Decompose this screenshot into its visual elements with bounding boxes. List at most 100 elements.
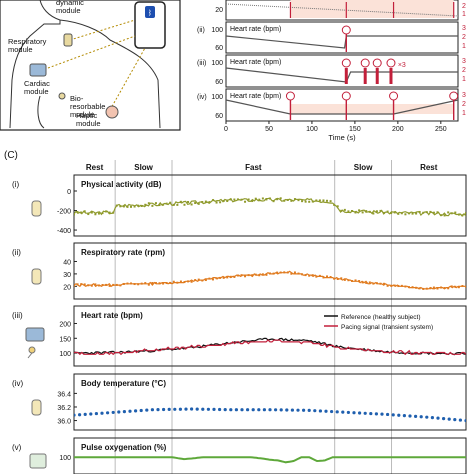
series-marker-0 (397, 212, 400, 215)
row-iii-alert-icon-1 (360, 58, 370, 68)
top-row-label-1: Heart rate (bpm) (230, 59, 281, 66)
dynamic-module-label: dynamic module (56, 0, 84, 15)
series-marker-0 (229, 198, 232, 201)
series-marker-0 (269, 197, 271, 200)
series-marker-1 (443, 287, 446, 290)
series-marker-0 (343, 208, 346, 211)
row-iii-spike-0 (344, 68, 348, 84)
temperature-point (447, 417, 451, 421)
row-iii-spike-1 (363, 68, 367, 84)
series-marker-1 (76, 283, 79, 286)
series-marker-1 (404, 285, 407, 288)
row-i-baseline (225, 3, 459, 17)
ytick-label-0-2: -400 (57, 228, 71, 235)
series-marker-0 (176, 203, 179, 206)
bioresorbable-module-label: Bio-resorbable module (70, 94, 105, 119)
panel-c-chart-2: (iii) Heart rate (bpm) 200 150 100 Reference … (12, 305, 467, 367)
temperature-point (223, 408, 227, 412)
plot-area-2 (74, 337, 466, 356)
series-marker-1 (425, 287, 428, 290)
temperature-point (436, 416, 440, 420)
times3-label: ×3 (398, 62, 406, 69)
row-iv-alert-icon-0 (285, 91, 295, 101)
temperature-point (274, 408, 278, 412)
series-marker-0 (443, 214, 446, 217)
temperature-point (218, 407, 222, 412)
phase-label-4: Rest (420, 163, 438, 172)
series-marker-0 (329, 200, 332, 203)
panel-c-chart-0: (i) Physical activity (dB) 0 -200 -400 (12, 174, 467, 237)
temperature-point (246, 408, 250, 412)
series-marker-0 (236, 198, 239, 201)
series-marker-0 (147, 202, 150, 205)
series-marker-1 (343, 278, 346, 281)
series-marker-0 (254, 197, 257, 200)
series-marker-0 (461, 214, 464, 217)
series-marker-0 (172, 203, 175, 206)
series-marker-0 (354, 211, 357, 214)
temperature-point (324, 409, 328, 413)
ytick-label-1-0: 40 (63, 259, 71, 266)
link-cardiac (47, 35, 136, 69)
series-marker-1 (393, 284, 396, 287)
series-marker-1 (80, 283, 83, 286)
temperature-point (195, 407, 199, 411)
series-marker-0 (350, 209, 353, 212)
bioresorbable-icon-2 (28, 346, 36, 354)
row-iii-trace (225, 67, 458, 83)
temperature-point (128, 409, 132, 413)
series-marker-0 (179, 200, 182, 203)
temperature-point (453, 417, 457, 422)
series-marker-0 (372, 212, 375, 215)
series-marker-1 (126, 282, 129, 285)
ytick-label-2-2: 100 (59, 351, 71, 358)
series-marker-1 (272, 272, 275, 275)
series-marker-1 (454, 285, 457, 288)
chart-roman-3: (iv) (12, 379, 23, 388)
series-marker-1 (322, 276, 325, 279)
series-marker-1 (440, 286, 443, 289)
series-marker-1 (74, 284, 75, 287)
series-marker-0 (233, 198, 236, 201)
series-marker-1 (354, 279, 357, 282)
series-marker-0 (247, 198, 250, 201)
series-marker-0 (83, 210, 86, 213)
panel-c-chart-1: (ii) Respiratory rate (rpm) 40 30 20 (12, 242, 467, 300)
top-right-tick-i-1: 1 (462, 11, 466, 18)
series-marker-1 (179, 280, 182, 283)
series-marker-1 (101, 284, 104, 287)
series-marker-1 (326, 275, 329, 278)
temperature-point (94, 411, 98, 416)
temperature-point (397, 413, 401, 417)
series-marker-1 (165, 282, 168, 285)
temperature-point (408, 414, 412, 418)
top-right-tick-1-1: 2 (462, 67, 466, 74)
temperature-point (173, 407, 177, 411)
chart-roman-0: (i) (12, 180, 19, 189)
temperature-point (145, 408, 149, 412)
panel-c-chart-4: (v) Pulse oxygenation (%) 100 (12, 437, 467, 474)
ytick-label-1-2: 20 (63, 284, 71, 291)
panel-c-chart-3: (iv) Body temperature (°C) 36.4 36.2 36.0 (12, 373, 467, 431)
top-left-tick-b-0: 60 (215, 45, 223, 52)
series-marker-0 (144, 203, 147, 206)
series-marker-0 (201, 201, 204, 204)
temperature-point (89, 412, 93, 416)
time-tick-label-4: 200 (392, 126, 404, 133)
time-tick-label-3: 150 (349, 126, 361, 133)
temperature-point (74, 413, 76, 417)
series-marker-1 (219, 276, 222, 279)
series-marker-0 (368, 210, 371, 213)
temperature-point (229, 408, 233, 412)
series-marker-0 (286, 198, 289, 201)
top-right-tick-0-2: 1 (462, 43, 466, 50)
series-marker-0 (137, 204, 140, 207)
time-tick-label-0: 0 (224, 126, 228, 133)
series-marker-1 (457, 286, 460, 289)
series-marker-1 (407, 286, 410, 289)
temperature-point (464, 418, 466, 423)
series-marker-1 (247, 274, 250, 277)
temperature-point (425, 415, 429, 419)
chart-frame-2 (73, 305, 467, 367)
series-marker-0 (422, 211, 425, 214)
